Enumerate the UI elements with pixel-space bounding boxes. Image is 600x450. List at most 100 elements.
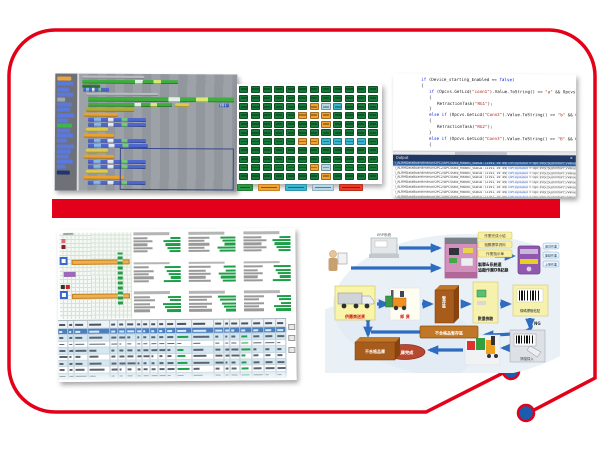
counter-label: [133, 296, 150, 299]
rack-machine-icon: [517, 245, 541, 275]
cell-text: [89, 330, 100, 333]
table-cell: [264, 327, 277, 333]
legend-label: [261, 186, 277, 189]
header-text: [69, 323, 73, 326]
table-cell: [74, 354, 89, 360]
palette-block: [57, 97, 66, 102]
cell-text: [75, 343, 85, 346]
cell-text: [241, 361, 247, 363]
cell-text: [69, 337, 72, 339]
code-area: if (Device_starting_Enabled == false){if…: [421, 77, 576, 148]
grid-cell: [356, 120, 366, 128]
fade-overlay: [58, 369, 297, 383]
output-window-title: Output: [395, 155, 409, 160]
cell-text: [231, 361, 236, 364]
status-grid-legend: [237, 184, 387, 192]
counter-value: [274, 305, 292, 308]
grid-cell: [321, 112, 331, 120]
grid-cell: [297, 94, 308, 102]
barcode-box: [512, 284, 549, 317]
grid-cell: [356, 138, 366, 146]
grid-cell: [286, 103, 296, 111]
header-text: [143, 322, 148, 325]
grid-cell: [250, 112, 261, 120]
counter-value: [279, 275, 291, 278]
cell-text: [215, 329, 223, 332]
grid-cell: [344, 172, 355, 180]
palette-block: [56, 164, 66, 169]
cell-text: [277, 348, 282, 350]
counter-value: [274, 242, 291, 245]
counter-label: [133, 299, 155, 302]
table-cell: [142, 360, 151, 366]
counter-row: [244, 308, 294, 312]
cell-text: [119, 336, 126, 339]
grid-cell: [297, 129, 308, 137]
grid-cell: [274, 164, 284, 172]
reject-bar-label: 不合格品暫存區: [435, 330, 463, 336]
counter-value: [276, 308, 292, 311]
table-cell: [58, 354, 69, 360]
table-cell: [166, 353, 177, 360]
grid-cell: [262, 146, 272, 154]
table-cell: [58, 341, 69, 348]
grid-cell: [309, 120, 319, 128]
cell-text: [127, 355, 134, 358]
table-cell: [158, 360, 167, 366]
cell-text: [69, 330, 72, 333]
conveyor-schematic: [59, 232, 133, 320]
header-cell: [142, 320, 151, 328]
cell-text: [231, 329, 234, 332]
grid-cell: [333, 164, 343, 172]
counter-row: [243, 278, 294, 282]
counter-group: [133, 290, 184, 317]
counter-row: [133, 295, 184, 299]
table-cell: [74, 347, 89, 354]
grid-cell: [309, 172, 319, 180]
cell-text: [89, 343, 106, 346]
cell-text: [75, 362, 83, 365]
cell-text: [193, 348, 204, 351]
cell-text: [277, 335, 285, 338]
counter-row: [188, 236, 238, 239]
grid-cell: [239, 172, 249, 180]
counter-value: [278, 298, 291, 301]
palette-block: [56, 133, 73, 138]
cell-text: [231, 354, 240, 357]
cell-text: [127, 330, 134, 333]
counter-value: [170, 236, 181, 239]
cell-text: [89, 336, 103, 339]
grid-row: [239, 94, 380, 102]
table-cell: [88, 360, 111, 367]
grid-cell: [262, 112, 272, 120]
code-block: [219, 103, 230, 108]
header-text: [225, 322, 229, 325]
cell-text: [215, 367, 220, 370]
table-cell: [166, 328, 177, 334]
counter-label: [188, 243, 210, 246]
scan-label: 掃描錄入: [520, 356, 534, 361]
table-cell: [118, 347, 127, 354]
header-text: [231, 321, 237, 325]
counter-row: [134, 309, 184, 312]
palette-block: [56, 154, 69, 159]
counter-label: [243, 239, 267, 242]
counter-label: [133, 250, 148, 253]
cell-text: [167, 336, 174, 339]
cell-text: [75, 337, 83, 339]
code-block: [87, 138, 146, 143]
quantity-check-box: [472, 281, 499, 324]
grid-cell: [368, 112, 378, 120]
table-cell: [126, 341, 137, 347]
table-cell: [158, 340, 167, 347]
table-cell: [214, 359, 225, 366]
grid-cell: [333, 155, 343, 163]
counter-value: [275, 268, 291, 271]
counter-label: [188, 299, 207, 302]
grid-cell: [321, 155, 331, 163]
code-line: else if (Opcvs.GetLcd("Conn2").Value.ToS…: [429, 112, 576, 118]
counter-row: [188, 249, 239, 253]
wms-monitor-screenshot: [57, 227, 297, 383]
code-block: [88, 102, 173, 108]
counter-row: [133, 299, 184, 302]
